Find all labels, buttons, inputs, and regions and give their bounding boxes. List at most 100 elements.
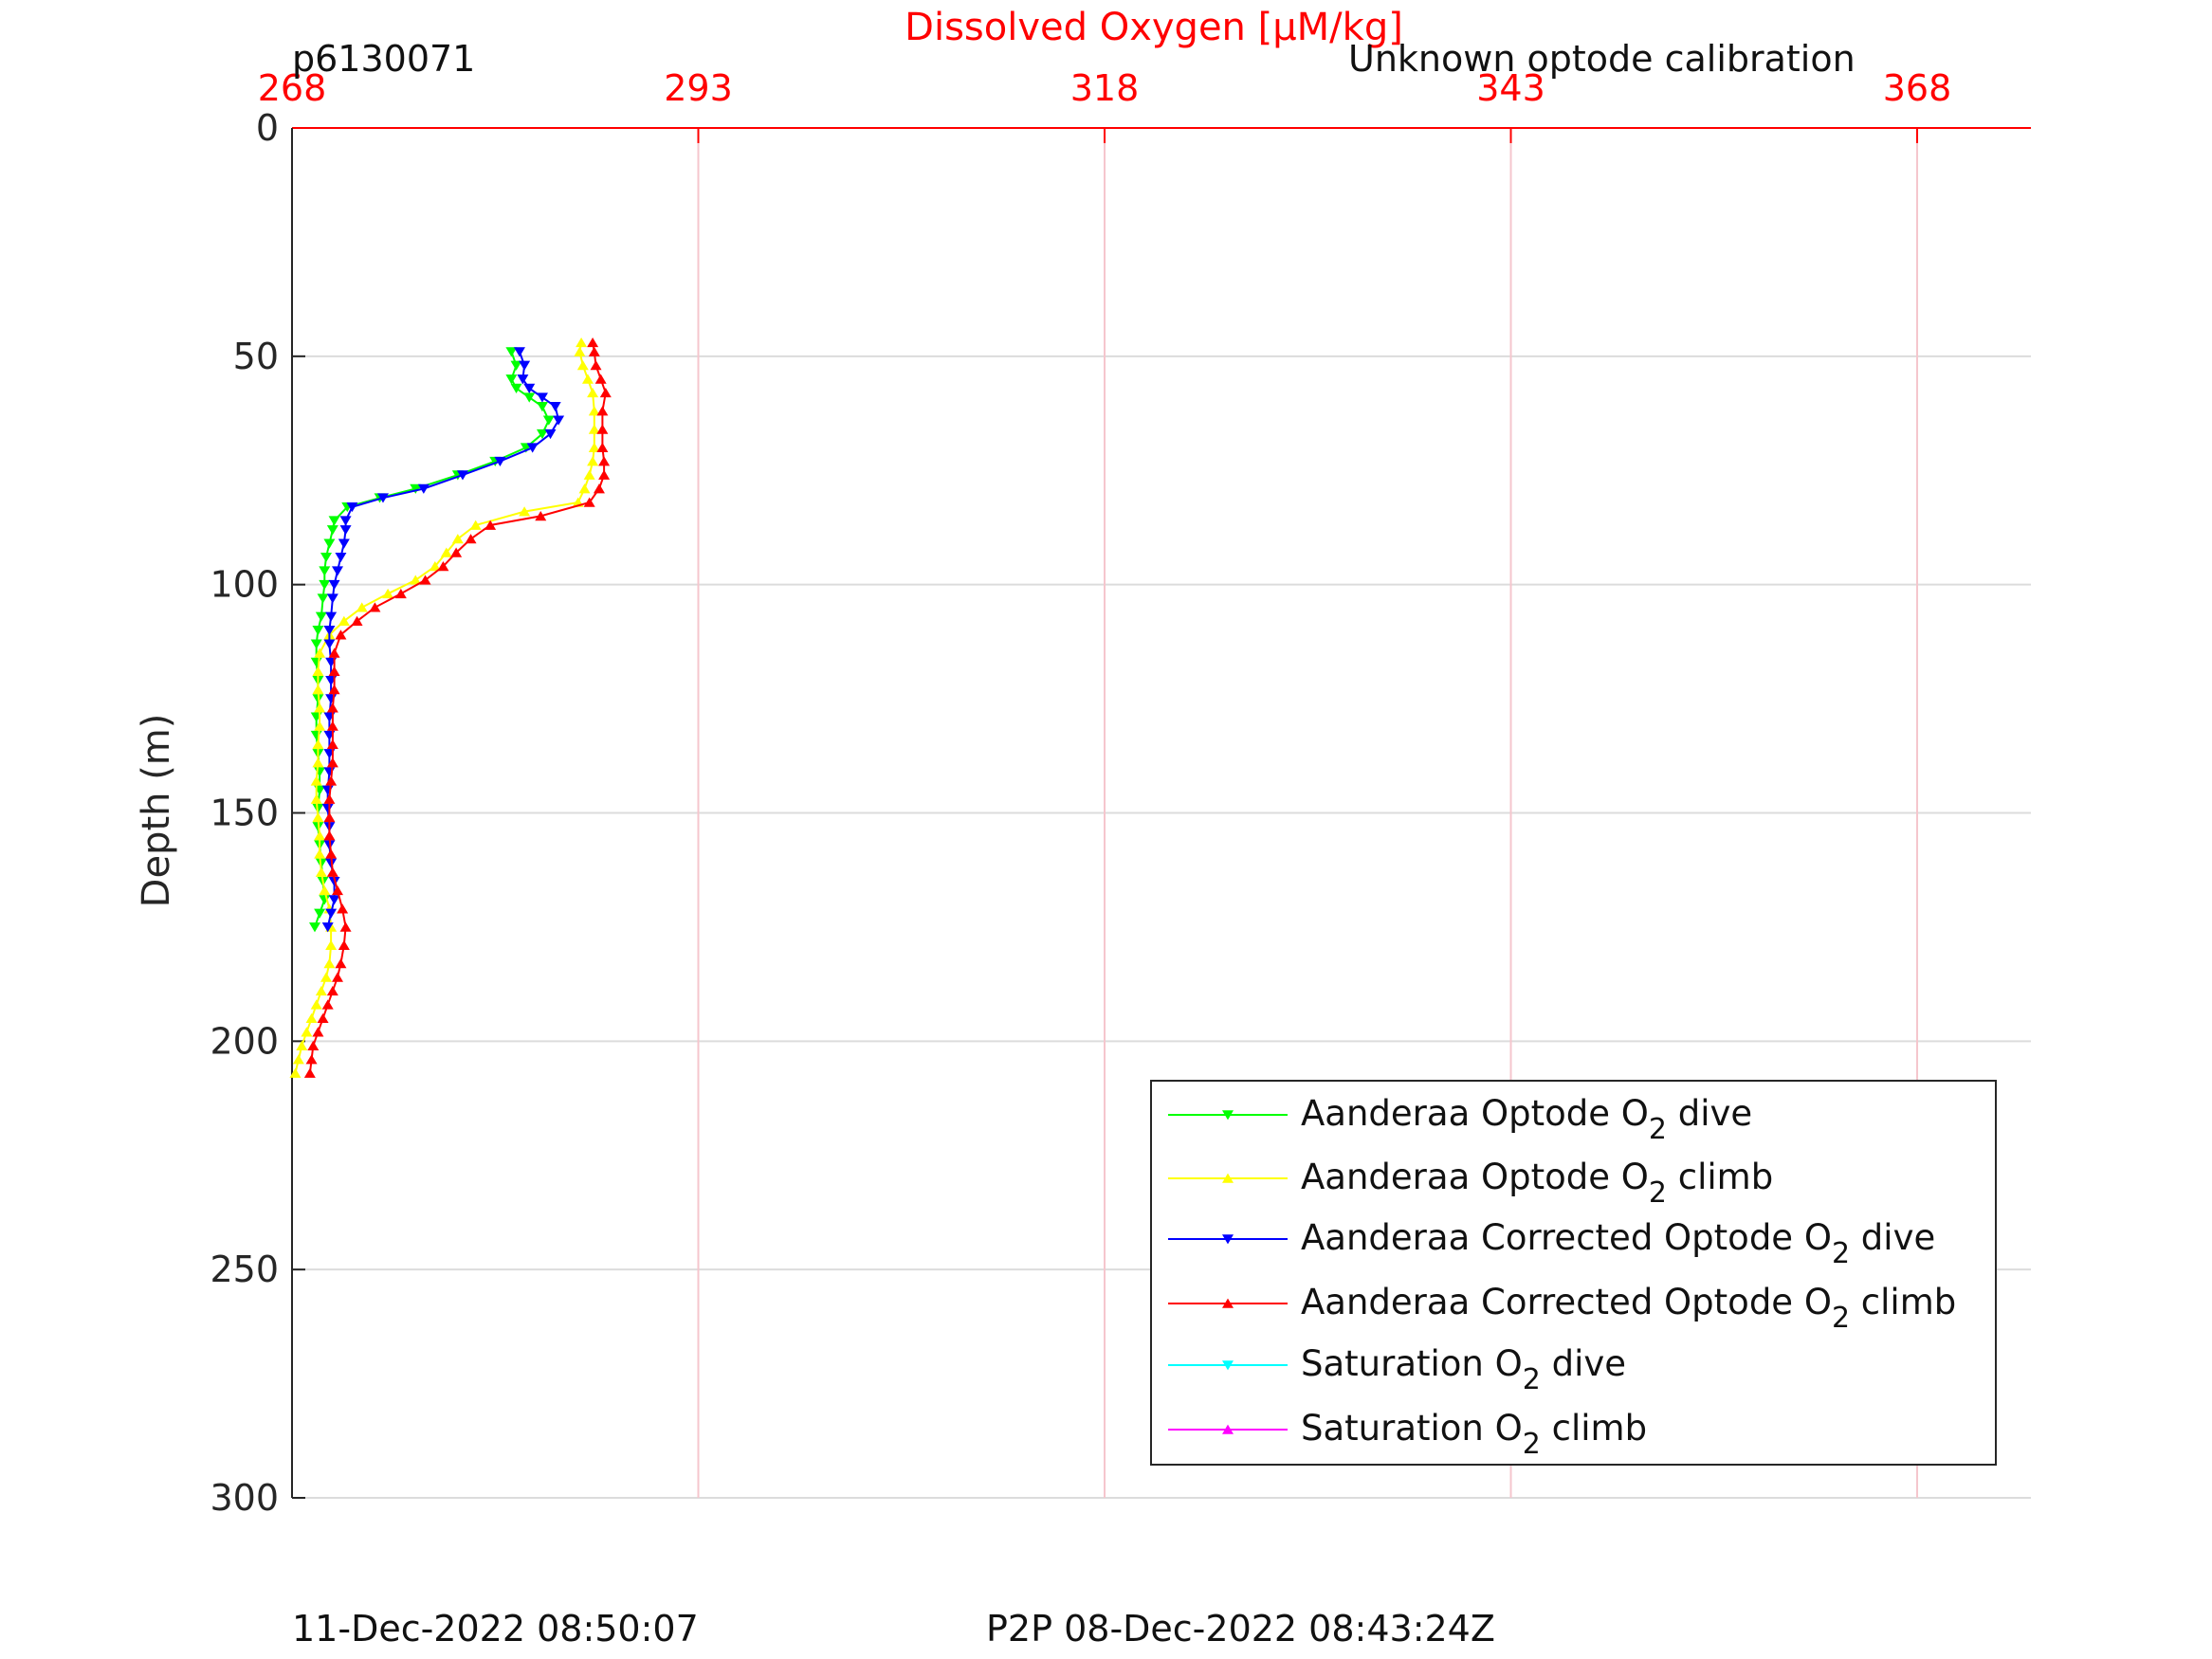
data-point (323, 626, 336, 636)
data-point (465, 534, 477, 544)
data-point (394, 588, 407, 599)
data-point (337, 903, 349, 914)
data-point (356, 602, 368, 612)
data-point (590, 360, 602, 371)
data-point (593, 483, 605, 494)
data-point (331, 566, 343, 576)
data-point (328, 579, 340, 591)
data-point (292, 1054, 304, 1065)
y-tick-label: 200 (210, 1020, 279, 1062)
y-tick-label: 100 (210, 564, 279, 606)
data-point (312, 684, 324, 695)
data-point (469, 520, 482, 530)
data-point (346, 501, 358, 513)
data-point (317, 593, 329, 604)
data-point (410, 574, 422, 585)
data-point (596, 442, 609, 452)
data-point (331, 884, 343, 896)
data-point (321, 922, 334, 933)
data-point (417, 483, 430, 494)
data-point (549, 402, 561, 412)
data-point (326, 738, 338, 750)
data-point (544, 428, 557, 440)
data-point (339, 921, 352, 932)
data-point (326, 720, 338, 731)
data-point (310, 730, 322, 741)
legend-label: Aanderaa Optode O2 climb (1301, 1157, 1773, 1210)
data-point (338, 538, 350, 549)
data-point (323, 538, 336, 549)
profile-id: p6130071 (292, 38, 476, 80)
data-point (312, 757, 324, 768)
data-point (339, 516, 352, 526)
data-point (314, 830, 326, 841)
legend-box (1150, 1080, 1997, 1466)
data-point (310, 775, 322, 786)
series-group (289, 337, 600, 1078)
legend-entry: Saturation O2 climb (1168, 1408, 1647, 1461)
axes: 0 50 100 150 200 250 300 268 293 318 343 368 (210, 67, 2031, 1519)
data-point (588, 442, 600, 452)
data-point (523, 392, 536, 403)
x-axis-label: Dissolved Oxygen [μM/kg] (905, 6, 1403, 49)
y-tick-label: 0 (256, 107, 279, 149)
data-point (314, 647, 326, 658)
data-point (314, 848, 326, 859)
legend-swatch-marker (1222, 1173, 1234, 1183)
data-point (587, 387, 599, 398)
data-point (335, 958, 347, 969)
data-point (305, 1054, 318, 1065)
data-point (339, 525, 352, 536)
data-point (519, 506, 531, 517)
legend-label: Aanderaa Optode O2 dive (1301, 1093, 1752, 1146)
data-point (494, 456, 506, 467)
data-point (328, 665, 340, 676)
series-line (326, 351, 560, 928)
data-point (576, 360, 589, 371)
data-point (328, 684, 340, 695)
data-point (440, 547, 452, 557)
legend-swatch-marker (1222, 1110, 1234, 1121)
data-point (535, 511, 547, 521)
data-point (315, 866, 327, 877)
data-point (437, 561, 449, 572)
data-point (315, 611, 327, 622)
data-point (553, 415, 565, 426)
data-point (328, 647, 340, 658)
data-point (312, 811, 324, 823)
data-point (581, 374, 594, 384)
data-point (326, 593, 338, 604)
legend-entry: Aanderaa Corrected Optode O2 climb (1168, 1282, 1956, 1335)
data-point (510, 360, 522, 371)
data-point (314, 720, 326, 731)
data-point (338, 615, 350, 626)
calibration-note: Unknown optode calibration (1348, 38, 1856, 80)
legend: Aanderaa Optode O2 dive Aanderaa Optode O… (1150, 1080, 1997, 1466)
data-point (326, 525, 338, 536)
data-point (517, 374, 529, 385)
data-point (429, 561, 441, 572)
data-point (320, 972, 332, 982)
legend-label: Aanderaa Corrected Optode O2 climb (1301, 1282, 1956, 1335)
data-point (588, 424, 600, 434)
data-point (305, 1012, 318, 1024)
data-point (310, 639, 322, 649)
data-point (578, 483, 591, 494)
data-point (542, 415, 555, 426)
y-tick-label: 50 (233, 336, 279, 377)
data-point (325, 848, 338, 859)
data-point (315, 985, 327, 996)
data-point (450, 547, 463, 557)
data-point (594, 374, 607, 384)
x-tick-label: 293 (664, 67, 733, 109)
series-line (314, 351, 550, 928)
data-point (321, 999, 334, 1010)
legend-entry: Aanderaa Optode O2 climb (1168, 1157, 1773, 1210)
data-point (319, 884, 331, 896)
data-point (325, 908, 338, 919)
x-tick-label: 343 (1476, 67, 1545, 109)
data-point (574, 346, 586, 356)
data-point (310, 657, 322, 667)
data-point (598, 456, 611, 466)
legend-swatch-marker (1222, 1360, 1234, 1371)
